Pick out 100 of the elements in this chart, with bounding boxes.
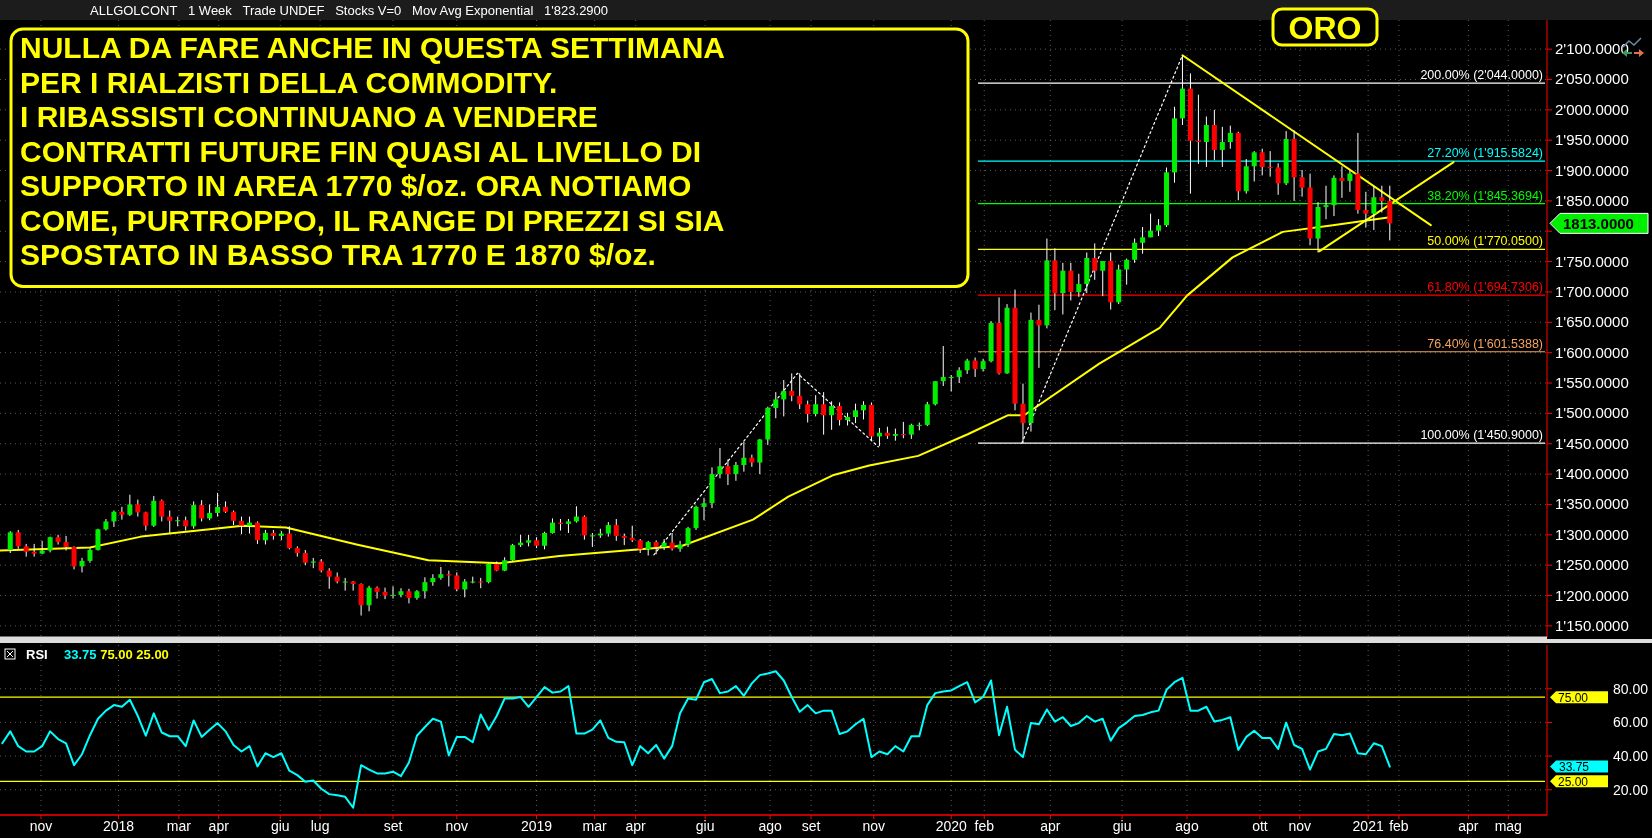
x-tick-label: feb [974, 818, 995, 834]
candlestick [15, 529, 21, 550]
x-tick-label: apr [625, 818, 647, 834]
candlestick [55, 534, 61, 546]
x-tick-label: nov [445, 818, 469, 834]
candlestick [167, 510, 173, 534]
x-tick-label: set [383, 818, 403, 834]
candlestick [254, 520, 260, 545]
x-tick-label: nov [862, 818, 886, 834]
y-tick-label: 1'250.0000 [1555, 556, 1629, 574]
candlestick [1371, 185, 1377, 231]
candlestick [677, 540, 683, 553]
candlestick [1251, 150, 1257, 182]
line-series [1, 670, 1391, 809]
annotation: NULLA DA FARE ANCHE IN QUESTA SETTIMANA PER I RIALZISTI DELLA COMMODITY. I RIBASSISTI CONTINUANO A VENDERE CONTRATTI FUTURE FIN QUASI AL LIVELLO DI SUPPORTO IN AREA 1770 $/oz. ORA NOTIAMO COME, PURTROPPO, IL RANGE DI PREZZI SI SIA SPOSTATO IN BASSO TRA 1770 E 1870 $/oz. [20, 31, 725, 271]
y-tick-label: 2'100.0000 [1555, 40, 1629, 58]
chart-subtitle: ALLGOLCONT 1 Week Trade UNDEF Stocks V=0 Mov Avg Exponential 1'823.2900 [90, 3, 609, 18]
candlestick [398, 587, 404, 598]
x-tick-label: mar [582, 818, 608, 834]
candlestick [613, 518, 619, 542]
chart-title: RSI [26, 647, 48, 662]
candlestick [422, 576, 428, 600]
candlestick [1076, 273, 1082, 298]
candlestick [589, 532, 595, 548]
candlestick [1132, 238, 1138, 264]
y-tick-label: 1'750.0000 [1555, 252, 1629, 270]
candlestick [159, 499, 165, 522]
candlestick [805, 400, 811, 423]
x-tick-label: feb [1389, 818, 1409, 834]
x-tick-label: giu [1112, 818, 1132, 834]
candlestick [71, 545, 77, 570]
candlestick [773, 391, 779, 419]
y-tick-label: 1'850.0000 [1555, 191, 1629, 209]
candlestick [693, 505, 699, 531]
candlestick [733, 461, 739, 482]
y-tick-label: 1'150.0000 [1555, 616, 1629, 634]
x-tick-label: apr [1458, 818, 1479, 834]
candlestick [199, 499, 205, 522]
x-tick-label: giu [695, 818, 715, 834]
candlestick [1323, 185, 1329, 220]
candlestick [1203, 116, 1209, 168]
candlestick [1259, 148, 1265, 176]
candlestick [701, 497, 707, 521]
candlestick [861, 400, 866, 420]
candlestick [454, 571, 460, 592]
candlestick [374, 585, 380, 600]
candlestick [342, 577, 348, 592]
y-tick-label: 2'050.0000 [1555, 70, 1629, 88]
candlestick [1347, 170, 1353, 193]
y-tick-label: 1'900.0000 [1555, 161, 1629, 179]
x-tick-label: ago [758, 818, 782, 834]
candlestick [1060, 262, 1066, 315]
x-tick-label: 2019 [520, 818, 553, 834]
y-tick-label: 1'300.0000 [1555, 525, 1629, 543]
candlestick [63, 535, 69, 552]
candlestick [366, 585, 372, 612]
candlestick [1339, 165, 1345, 199]
candlestick [813, 394, 819, 417]
ref-line-label: 38.20% (1'845.3694) [1427, 188, 1543, 203]
y-tick-label: 1'400.0000 [1555, 465, 1629, 483]
candlestick [127, 494, 133, 517]
y-tick-label: 1'700.0000 [1555, 282, 1629, 300]
candlestick [191, 500, 197, 530]
candlestick [1379, 185, 1385, 213]
candlestick [940, 345, 946, 387]
candlestick [749, 454, 755, 468]
x-tick-label: apr [1040, 818, 1061, 834]
candlestick [79, 557, 85, 573]
y-tick-label: 2'000.0000 [1555, 100, 1629, 118]
candlestick [717, 447, 723, 479]
y-tick-label: 20.00 [1613, 781, 1649, 798]
candlestick [215, 492, 221, 518]
chart-title: ORO [1288, 10, 1362, 46]
ref-line-label: 100.00% (1'450.9000) [1420, 428, 1543, 443]
candlestick [781, 379, 787, 417]
candlestick [757, 438, 763, 475]
candlestick [462, 578, 468, 598]
chart-subtitle: 33.75 75.00 25.00 [64, 647, 169, 662]
candlestick [1219, 126, 1225, 168]
y-tick-label: 1'200.0000 [1555, 586, 1629, 604]
y-tick-label: 1'450.0000 [1555, 434, 1629, 452]
candlestick [661, 538, 667, 551]
y-tick-label: 1'950.0000 [1555, 131, 1629, 149]
ref-line-label: 76.40% (1'601.5388) [1427, 336, 1543, 351]
candlestick [1140, 226, 1146, 255]
y-tick-label: 1'500.0000 [1555, 404, 1629, 422]
candlestick [1227, 125, 1233, 150]
candlestick [39, 540, 45, 555]
candlestick [837, 401, 843, 427]
y-tick-label: 80.00 [1613, 680, 1649, 697]
text: 33.75 [1559, 760, 1590, 775]
candlestick [924, 401, 930, 427]
y-tick-label: 60.00 [1613, 714, 1649, 731]
x-tick-label: mar [166, 818, 192, 834]
candlestick [581, 514, 587, 541]
candlestick [829, 400, 835, 431]
x-tick-label: mag [1494, 818, 1522, 834]
y-tick-label: 1'550.0000 [1555, 374, 1629, 392]
ref-line-label: 27.20% (1'915.5824) [1427, 146, 1543, 161]
candlestick [669, 532, 675, 552]
